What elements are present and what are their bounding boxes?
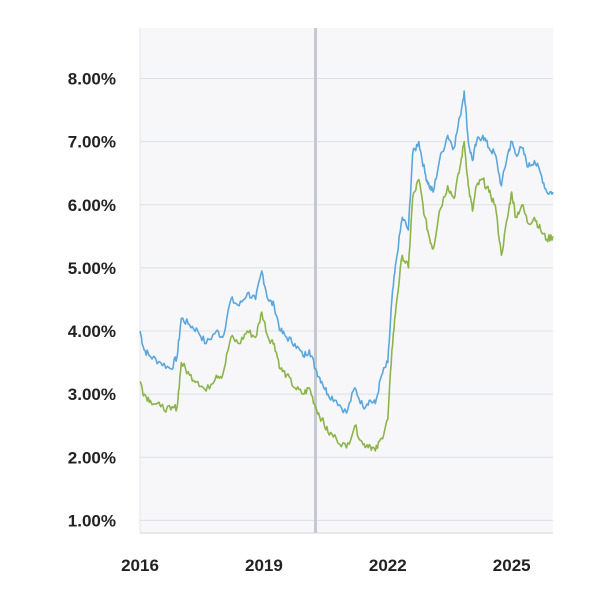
- x-tick-label: 2022: [369, 556, 407, 575]
- y-tick-label: 8.00%: [68, 70, 116, 89]
- x-axis-ticks: 2016 2019 2022 2025: [121, 556, 531, 575]
- y-axis-ticks: 1.00% 2.00% 3.00% 4.00% 5.00% 6.00% 7.00% 8.00%: [68, 70, 116, 531]
- x-tick-label: 2016: [121, 556, 159, 575]
- series-line-1: [139, 90, 554, 414]
- plot-background: [140, 28, 553, 533]
- y-tick-label: 4.00%: [68, 322, 116, 341]
- series-lines: [139, 90, 554, 452]
- x-tick-label: 2025: [493, 556, 531, 575]
- y-tick-label: 7.00%: [68, 133, 116, 152]
- gridlines: [140, 78, 553, 521]
- y-tick-label: 1.00%: [68, 511, 116, 530]
- series-line-2: [139, 140, 554, 452]
- y-tick-label: 2.00%: [68, 448, 116, 467]
- y-tick-label: 5.00%: [68, 259, 116, 278]
- x-tick-label: 2019: [245, 556, 283, 575]
- y-tick-label: 6.00%: [68, 196, 116, 215]
- y-tick-label: 3.00%: [68, 385, 116, 404]
